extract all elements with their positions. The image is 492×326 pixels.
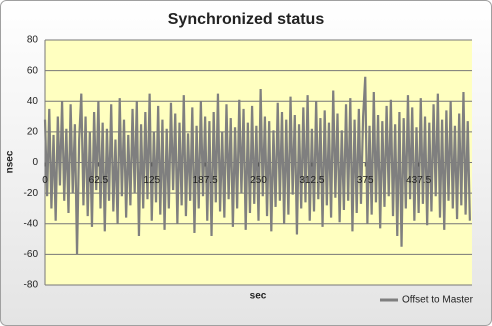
x-tick-label: 437.5 <box>406 175 431 186</box>
y-axis-label: nsec <box>5 150 16 173</box>
x-axis-label: sec <box>250 291 267 302</box>
x-tick-label: 250 <box>250 175 267 186</box>
y-tick-label: 80 <box>27 35 39 46</box>
x-tick-label: 62.5 <box>89 175 109 186</box>
y-tick-label: 20 <box>27 127 39 138</box>
x-tick-label: 125 <box>143 175 160 186</box>
y-tick-label: -80 <box>24 280 39 291</box>
y-tick-label: -20 <box>24 188 39 199</box>
y-tick-label: 0 <box>32 157 38 168</box>
x-tick-label: 312.5 <box>299 175 324 186</box>
y-tick-label: 60 <box>27 65 39 76</box>
x-tick-label: 0 <box>42 175 48 186</box>
chart-title: Synchronized status <box>168 11 325 28</box>
x-tick-label: 375 <box>357 175 374 186</box>
data-line <box>43 76 471 255</box>
legend-label: Offset to Master <box>402 295 474 306</box>
x-tick-label: 187.5 <box>193 175 218 186</box>
y-tick-label: -60 <box>24 249 39 260</box>
y-tick-label: 40 <box>27 96 39 107</box>
y-tick-label: -40 <box>24 218 39 229</box>
